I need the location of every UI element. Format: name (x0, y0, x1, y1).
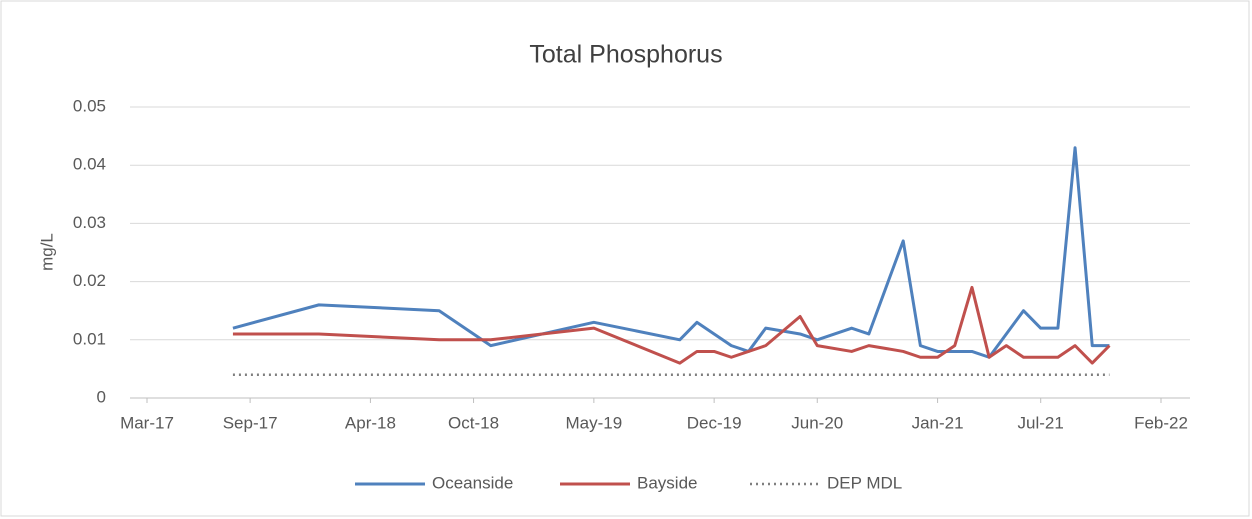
x-tick-label: Feb-22 (1134, 413, 1188, 432)
x-tick-label: Oct-18 (448, 413, 499, 432)
y-tick-label: 0.02 (73, 271, 106, 290)
y-tick-label: 0.03 (73, 213, 106, 232)
x-tick-label: Mar-17 (120, 413, 174, 432)
legend-label: Bayside (637, 473, 697, 492)
series-line (232, 285, 1111, 365)
x-tick-label: Sep-17 (223, 413, 278, 432)
x-tick-label: Jun-20 (791, 413, 843, 432)
x-tick-label: Jul-21 (1018, 413, 1064, 432)
x-tick-label: Jan-21 (912, 413, 964, 432)
x-tick-label: Apr-18 (345, 413, 396, 432)
chart-title: Total Phosphorus (529, 41, 722, 69)
y-tick-label: 0.01 (73, 329, 106, 348)
x-tick-label: Dec-19 (687, 413, 742, 432)
x-tick-label: May-19 (566, 413, 623, 432)
legend-label: Oceanside (432, 473, 513, 492)
y-tick-label: 0.04 (73, 155, 106, 174)
series-line (232, 146, 1110, 359)
legend-label: DEP MDL (827, 473, 902, 492)
y-tick-label: 0.05 (73, 96, 106, 115)
y-axis-label: mg/L (37, 233, 56, 271)
y-tick-label: 0 (97, 387, 106, 406)
